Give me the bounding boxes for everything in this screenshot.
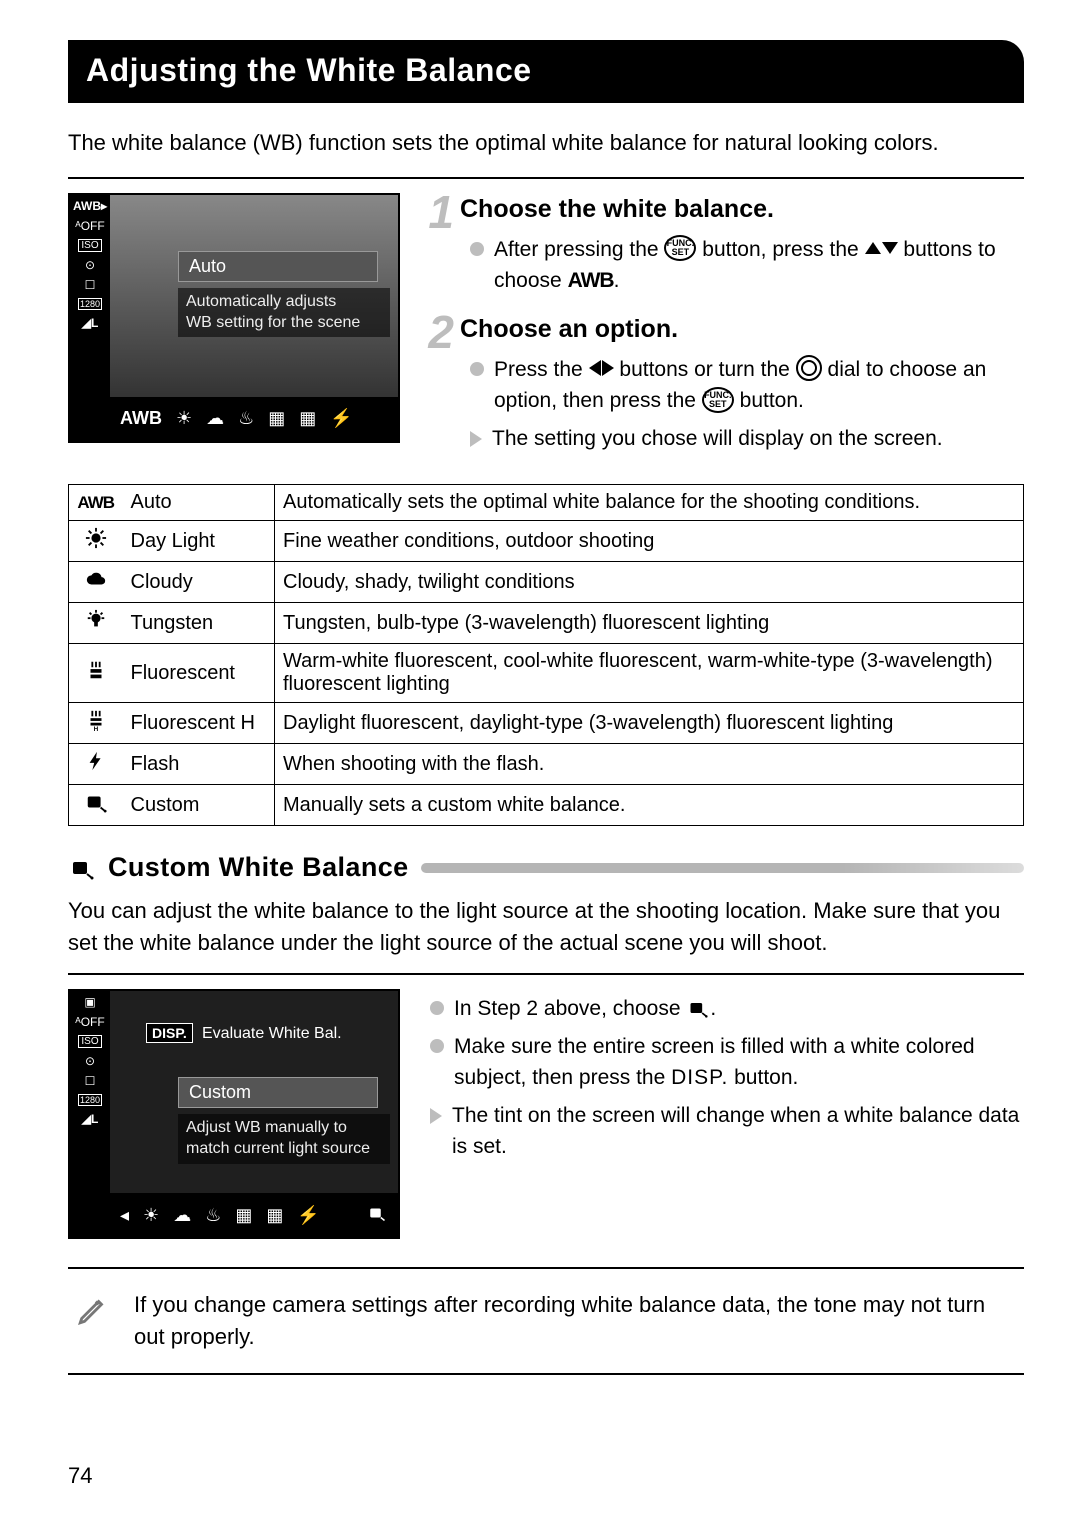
step-2: 2 Choose an option. Press the buttons or… [420, 313, 1024, 461]
table-row: TungstenTungsten, bulb-type (3-wavelengt… [69, 603, 1024, 644]
note-box: If you change camera settings after reco… [68, 1267, 1024, 1375]
custom-step-fill: Make sure the entire screen is filled wi… [454, 1031, 1024, 1094]
wb-row-name: Auto [123, 485, 275, 521]
table-row: FlashWhen shooting with the flash. [69, 744, 1024, 785]
awb-icon: AWB [568, 269, 614, 292]
lcd-side-icons: ▣ᴬOFF ISO ⊙☐ 1280 ◢L [70, 991, 110, 1237]
lcd-screenshot-2: ▣ᴬOFF ISO ⊙☐ 1280 ◢L DISP. Evaluate Whit… [68, 989, 400, 1239]
wb-row-name: Cloudy [123, 562, 275, 603]
lcd-mode-label: Custom [178, 1077, 378, 1108]
result-arrow-icon [470, 431, 482, 447]
step-1-instruction: After pressing the FUNC.SET button, pres… [494, 234, 1024, 297]
wb-row-name: Custom [123, 785, 275, 826]
wb-row-desc: Fine weather conditions, outdoor shootin… [275, 521, 1024, 562]
wb-row-desc: When shooting with the flash. [275, 744, 1024, 785]
custom-icon [686, 996, 710, 1020]
step-1-number: 1 [420, 193, 454, 303]
wb-row-icon [69, 703, 123, 744]
lcd-desc-1: Adjust WB manually to [186, 1118, 382, 1139]
table-row: AWBAutoAutomatically sets the optimal wh… [69, 485, 1024, 521]
wb-row-icon [69, 744, 123, 785]
wb-row-desc: Automatically sets the optimal white bal… [275, 485, 1024, 521]
divider [68, 973, 1024, 975]
step-2-result: The setting you chose will display on th… [492, 423, 943, 455]
table-row: CloudyCloudy, shady, twilight conditions [69, 562, 1024, 603]
wb-row-desc: Warm-white fluorescent, cool-white fluor… [275, 644, 1024, 703]
intro-text: The white balance (WB) function sets the… [68, 127, 1024, 159]
custom-wb-heading: Custom White Balance [68, 852, 1024, 883]
page-number: 74 [68, 1463, 92, 1489]
result-arrow-icon [430, 1108, 442, 1124]
wb-row-name: Flash [123, 744, 275, 785]
lcd-eval-label: Evaluate White Bal. [202, 1025, 342, 1043]
lcd-mode-label: Auto [178, 251, 378, 282]
table-row: FluorescentWarm-white fluorescent, cool-… [69, 644, 1024, 703]
up-down-icon [865, 236, 898, 260]
section-choose-wb: AWB▸ ᴬOFF ISO ⊙ ☐ 1280 ◢L Auto Automatic… [68, 193, 1024, 471]
bullet-icon [430, 1001, 444, 1015]
table-row: Day LightFine weather conditions, outdoo… [69, 521, 1024, 562]
custom-wb-title: Custom White Balance [108, 852, 409, 883]
wb-row-name: Day Light [123, 521, 275, 562]
step-1-title: Choose the white balance. [460, 195, 1024, 224]
step-2-title: Choose an option. [460, 315, 1024, 344]
func-set-icon: FUNC.SET [702, 388, 734, 412]
wb-row-icon [69, 785, 123, 826]
wb-row-icon [69, 603, 123, 644]
disp-label: DISP. [671, 1066, 728, 1089]
wb-row-name: Fluorescent H [123, 703, 275, 744]
custom-wb-intro: You can adjust the white balance to the … [68, 895, 1024, 959]
step-2-number: 2 [420, 313, 454, 461]
note-text: If you change camera settings after reco… [134, 1289, 1016, 1353]
table-row: Fluorescent HDaylight fluorescent, dayli… [69, 703, 1024, 744]
table-row: CustomManually sets a custom white balan… [69, 785, 1024, 826]
heading-bar [421, 863, 1024, 873]
wb-row-icon [69, 644, 123, 703]
custom-icon [68, 856, 96, 880]
page-title-banner: Adjusting the White Balance [68, 40, 1024, 103]
lcd-side-icons: AWB▸ ᴬOFF ISO ⊙ ☐ 1280 ◢L [70, 195, 110, 441]
section-custom-wb: ▣ᴬOFF ISO ⊙☐ 1280 ◢L DISP. Evaluate Whit… [68, 989, 1024, 1239]
divider [68, 177, 1024, 179]
lcd-desc-2: WB setting for the scene [186, 313, 382, 334]
wb-row-icon [69, 521, 123, 562]
func-set-icon: FUNC.SET [664, 236, 696, 260]
wb-row-desc: Manually sets a custom white balance. [275, 785, 1024, 826]
step-1: 1 Choose the white balance. After pressi… [420, 193, 1024, 303]
left-right-icon [589, 356, 614, 380]
lcd-desc-2: match current light source [186, 1139, 382, 1160]
wb-row-icon [69, 562, 123, 603]
wb-row-desc: Cloudy, shady, twilight conditions [275, 562, 1024, 603]
page-title: Adjusting the White Balance [86, 52, 532, 88]
pencil-icon [76, 1289, 110, 1331]
wb-row-name: Fluorescent [123, 644, 275, 703]
custom-step-choose: In Step 2 above, choose . [454, 993, 716, 1025]
custom-step-result: The tint on the screen will change when … [452, 1100, 1024, 1163]
wb-row-name: Tungsten [123, 603, 275, 644]
bullet-icon [470, 362, 484, 376]
lcd-disp-label: DISP. [146, 1023, 193, 1043]
wb-row-desc: Daylight fluorescent, daylight-type (3-w… [275, 703, 1024, 744]
dial-icon [796, 356, 822, 380]
wb-row-desc: Tungsten, bulb-type (3-wavelength) fluor… [275, 603, 1024, 644]
bullet-icon [470, 242, 484, 256]
bullet-icon [430, 1039, 444, 1053]
wb-options-table: AWBAutoAutomatically sets the optimal wh… [68, 484, 1024, 826]
wb-row-icon: AWB [69, 485, 123, 521]
lcd-bottom-awb: AWB [120, 408, 162, 429]
lcd-screenshot-1: AWB▸ ᴬOFF ISO ⊙ ☐ 1280 ◢L Auto Automatic… [68, 193, 400, 443]
step-2-instruction: Press the buttons or turn the dial to ch… [494, 354, 1024, 417]
lcd-desc-1: Automatically adjusts [186, 292, 382, 313]
